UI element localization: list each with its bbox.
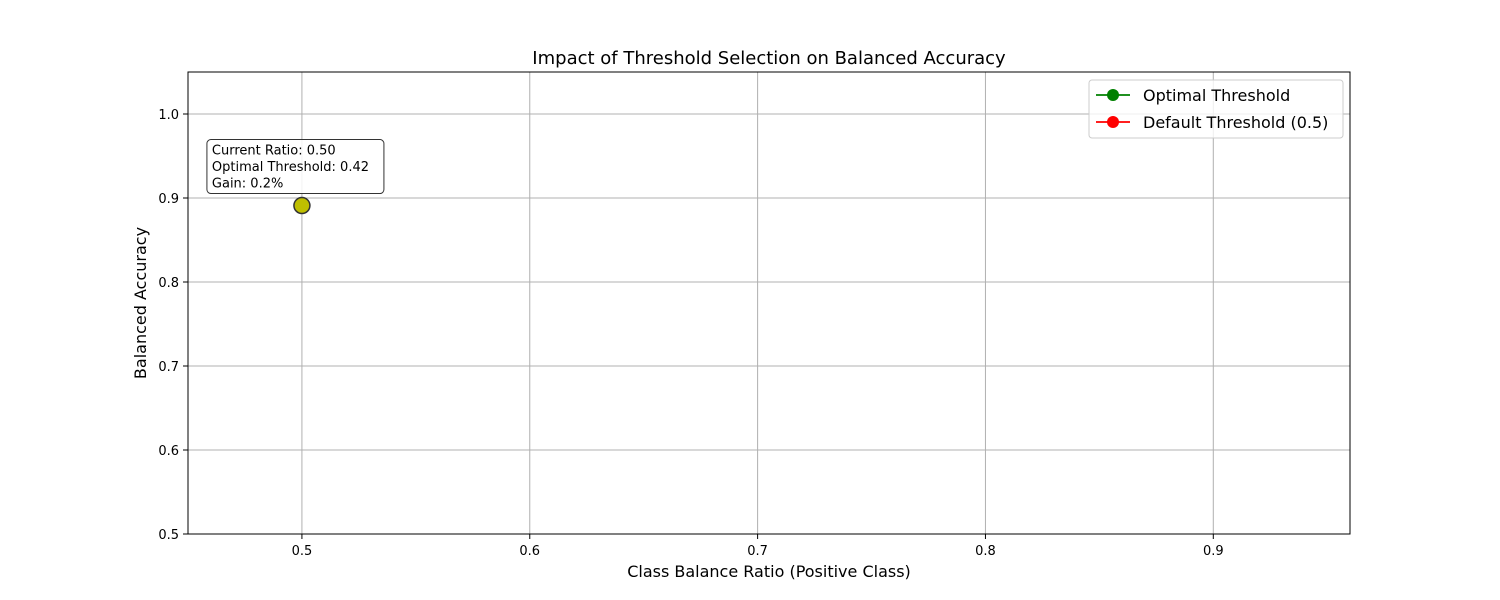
legend-label: Default Threshold (0.5) [1143, 113, 1328, 132]
y-tick-label: 1.0 [158, 108, 179, 123]
annotation-line: Current Ratio: 0.50 [212, 144, 336, 159]
current-point-marker [293, 196, 311, 215]
x-axis-label: Class Balance Ratio (Positive Class) [627, 562, 911, 581]
y-tick-label: 0.6 [158, 444, 179, 459]
plot-frame [187, 71, 1351, 535]
x-tick-label: 0.6 [519, 544, 540, 559]
data-points [293, 196, 311, 215]
x-tick-label: 0.5 [292, 544, 313, 559]
y-tick-label: 0.7 [158, 360, 179, 375]
annotation-frame [206, 139, 385, 195]
legend-marker [1107, 116, 1119, 128]
annotation-line: Gain: 0.2% [212, 177, 283, 192]
y-axis-label: Balanced Accuracy [131, 227, 150, 379]
chart-title: Impact of Threshold Selection on Balance… [532, 48, 1006, 69]
y-tick-label: 0.5 [158, 528, 179, 543]
y-axis-ticks: 0.5 0.6 0.7 0.8 0.9 1.0 [158, 108, 188, 543]
y-tick-label: 0.9 [158, 192, 179, 207]
legend-label: Optimal Threshold [1143, 86, 1290, 105]
x-tick-label: 0.9 [1203, 544, 1224, 559]
x-tick-label: 0.7 [747, 544, 768, 559]
legend-marker [1107, 89, 1119, 101]
x-axis-ticks: 0.5 0.6 0.7 0.8 0.9 [292, 534, 1224, 559]
annotation-line: Optimal Threshold: 0.42 [212, 160, 369, 175]
x-tick-label: 0.8 [975, 544, 996, 559]
legend-frame [1088, 79, 1344, 139]
legend: Optimal Threshold Default Threshold (0.5) [1088, 79, 1344, 139]
y-tick-label: 0.8 [158, 276, 179, 291]
